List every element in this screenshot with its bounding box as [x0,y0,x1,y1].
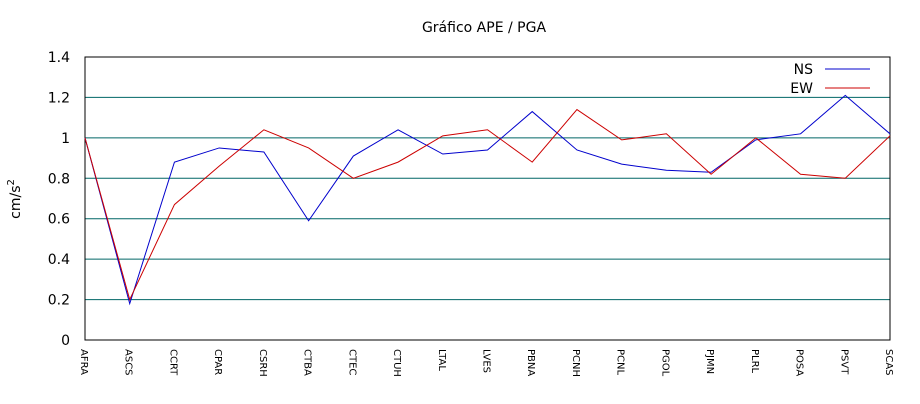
x-tick-label: SCAS [883,349,894,376]
y-tick-label: 1.2 [48,90,70,106]
y-tick-label: 0.4 [48,252,70,268]
x-tick-label: PGOL [659,349,670,377]
x-tick-labels: AFRA ASCS CCRT CPAR CSRH CTBA CTEC CTUH LTAL LVES… [78,349,894,377]
x-tick-label: CTBA [302,349,313,376]
plot-frame [84,56,891,341]
y-axis-label-superscript: 2 [6,179,17,185]
legend-label-ew: EW [790,81,813,97]
series-line-ns [84,94,891,306]
x-tick-label: CCRT [167,349,178,376]
chart-title: Gráfico APE / PGA [422,20,546,36]
y-axis-label: cm/s2 [6,179,24,219]
x-tick-label: LTAL [436,349,447,371]
y-tick-label: 1 [61,131,70,147]
x-tick-label: CTEC [346,349,357,375]
x-tick-label: ASCS [123,349,134,376]
y-tick-label: 0.6 [48,212,70,228]
x-tick-label: PCNH [570,349,581,377]
x-tick-label: CSRH [257,349,268,377]
axes [84,56,891,341]
y-tick-labels: 0 0.2 0.4 0.6 0.8 1 1.2 1.4 [48,50,70,349]
grid-lines [85,96,890,301]
x-tick-label: PSVT [838,349,849,375]
legend: NS EW [790,62,870,97]
x-tick-label: PJMN [704,349,715,374]
y-tick-label: 0 [61,333,70,349]
legend-label-ns: NS [794,62,813,78]
x-tick-label: CTUH [391,349,402,377]
y-tick-label: 1.4 [48,50,70,66]
y-tick-label: 0.2 [48,293,70,309]
data-series [84,94,891,306]
x-tick-label: AFRA [78,349,89,375]
x-tick-label: POSA [794,349,805,376]
x-tick-label: CPAR [212,349,223,375]
y-tick-label: 0.8 [48,171,70,187]
x-tick-label: LVES [481,349,492,373]
y-axis-label-text: cm/s [8,186,24,219]
x-tick-label: PCNL [615,349,626,375]
x-tick-label: PBNA [525,349,536,376]
series-line-ew [84,108,891,302]
x-tick-label: PLRL [749,349,760,374]
